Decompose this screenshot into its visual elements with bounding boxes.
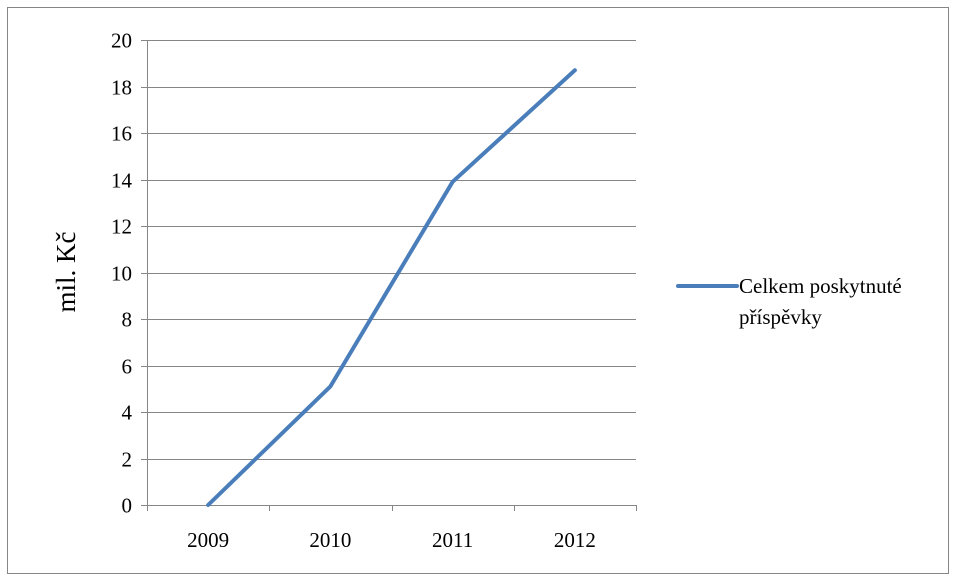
gridlines xyxy=(141,40,637,511)
series-line-0 xyxy=(206,68,577,507)
series-lines xyxy=(206,68,577,507)
y-tick-label: 18 xyxy=(111,76,132,100)
x-tick-label: 2011 xyxy=(432,528,473,552)
y-tick-label: 8 xyxy=(122,308,133,332)
x-tick-label: 2012 xyxy=(554,528,596,552)
legend-label-line-2: příspěvky xyxy=(739,305,822,329)
y-tick-label: 20 xyxy=(111,29,132,53)
x-tick-labels: 2009 2010 2011 2012 xyxy=(187,528,596,552)
y-tick-label: 0 xyxy=(122,494,133,518)
y-tick-label: 12 xyxy=(111,215,132,239)
chart-frame xyxy=(7,7,949,574)
y-tick-label: 2 xyxy=(122,448,133,472)
legend-label-line-1: Celkem poskytnuté xyxy=(739,274,902,298)
y-tick-labels: 0 2 4 6 8 10 12 14 16 18 20 xyxy=(111,29,133,518)
y-tick-label: 10 xyxy=(111,262,132,286)
legend: Celkem poskytnuté příspěvky xyxy=(676,274,902,329)
x-tick-label: 2009 xyxy=(187,528,229,552)
y-tick-label: 4 xyxy=(122,401,133,425)
y-tick-label: 14 xyxy=(111,169,133,193)
x-tick-label: 2010 xyxy=(309,528,351,552)
y-tick-label: 16 xyxy=(111,122,132,146)
y-axis-label: mil. Kč xyxy=(51,231,81,312)
y-tick-label: 6 xyxy=(122,355,133,379)
